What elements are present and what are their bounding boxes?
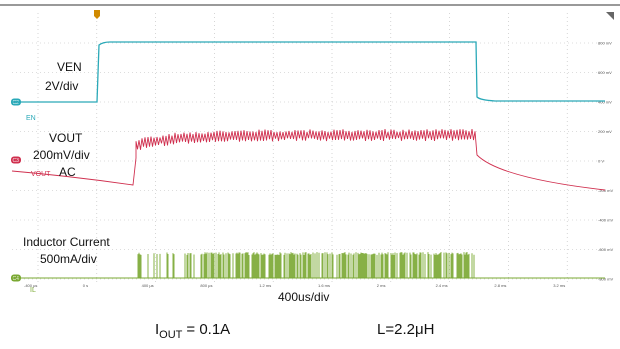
symbol: I xyxy=(155,321,159,338)
channel-badge-text: C4 xyxy=(13,276,20,282)
channel-label: VEN xyxy=(57,60,82,74)
time-label: 2.8 ms xyxy=(494,283,506,288)
corner-marker xyxy=(606,12,614,20)
time-label: 1.2 ms xyxy=(259,283,271,288)
voltage-label: 0 V xyxy=(598,159,604,164)
channel-scale: 500mA/div xyxy=(40,252,97,266)
time-label: 1.6 ms xyxy=(318,283,330,288)
subscript: OUT xyxy=(159,329,183,341)
time-label: 400 µs xyxy=(142,283,154,288)
vout-waveform xyxy=(11,128,606,191)
time-label: 3.2 ms xyxy=(553,283,565,288)
voltage-label: -400 mV xyxy=(598,218,613,223)
voltage-label: 200 mV xyxy=(598,129,612,134)
timebase: 400us/div xyxy=(278,290,329,304)
voltage-label: 400 mV xyxy=(598,100,612,105)
time-label: 800 µs xyxy=(200,283,212,288)
current-caption: IOUT = 0.1A xyxy=(155,321,230,341)
inductance: L=2.2μH xyxy=(377,321,434,338)
channel-scale: 200mV/div xyxy=(33,148,90,162)
channel-label: VOUT xyxy=(49,131,83,145)
voltage-label: -200 mV xyxy=(598,188,613,193)
time-label: -400 µs xyxy=(24,283,37,288)
voltage-label: 600 mV xyxy=(598,70,612,75)
time-label: 2.4 ms xyxy=(436,283,448,288)
grid: -400 µs 0 s 400 µs 800 µs 1.2 ms 1.6 ms 2 ms 2.… xyxy=(11,13,613,288)
channel-name: IL xyxy=(30,287,36,294)
time-label: 0 s xyxy=(83,283,88,288)
channel-name: VOUT xyxy=(31,171,51,178)
channel-badge-text: C3 xyxy=(13,158,20,164)
channel-name: EN xyxy=(26,115,36,122)
value: = 0.1A xyxy=(186,321,230,338)
voltage-label: -800 mV xyxy=(598,277,613,282)
channel-coupling: AC xyxy=(59,165,76,179)
channel-label: Inductor Current xyxy=(23,235,110,249)
time-label: 2 ms xyxy=(377,283,386,288)
channel-badge-text: C2 xyxy=(13,100,20,106)
en-waveform xyxy=(12,41,605,103)
waveforms xyxy=(11,41,606,279)
voltage-label: 800 mV xyxy=(598,41,612,46)
il-waveform xyxy=(12,252,605,279)
voltage-label: -600 mV xyxy=(598,247,613,252)
caption: IOUT = 0.1A L=2.2μH xyxy=(155,321,434,341)
channel-scale: 2V/div xyxy=(45,79,78,93)
trigger-marker xyxy=(94,10,100,19)
channel-badge xyxy=(11,156,21,164)
